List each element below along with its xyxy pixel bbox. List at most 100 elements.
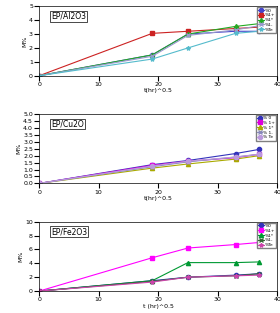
- %1+: [151, 256, 154, 259]
- %0: [234, 29, 237, 33]
- %1*: [38, 74, 41, 78]
- %1-: [258, 24, 261, 28]
- % 0: [38, 182, 41, 185]
- Legend: %0, %1+, %1*, %1-, %Te: %0, %1+, %1*, %1-, %Te: [257, 7, 276, 33]
- %1-: [186, 33, 190, 37]
- %1*: [186, 32, 190, 36]
- %1*: [258, 260, 261, 264]
- %0: [151, 53, 154, 57]
- Legend: %0, %1+, %1*, %1-, %Te: %0, %1+, %1*, %1-, %Te: [257, 223, 276, 249]
- Text: EP/Cu2O: EP/Cu2O: [51, 120, 84, 129]
- Y-axis label: M%: M%: [19, 251, 24, 262]
- Line: %1+: %1+: [37, 240, 262, 293]
- %Te: [186, 275, 190, 279]
- % Te: [151, 164, 154, 168]
- % 1*: [258, 154, 261, 157]
- % 1-: [258, 152, 261, 156]
- %0: [38, 74, 41, 78]
- % 1-: [151, 165, 154, 169]
- %0: [234, 273, 237, 277]
- %Te: [234, 274, 237, 278]
- % 1*: [234, 157, 237, 161]
- %Te: [186, 46, 190, 50]
- Line: % 1-: % 1-: [37, 152, 262, 186]
- %1*: [234, 24, 237, 28]
- Line: %1*: %1*: [37, 22, 262, 78]
- Line: % Te: % Te: [37, 152, 262, 186]
- % 1+: [234, 156, 237, 160]
- X-axis label: t (hr)^0.5: t (hr)^0.5: [143, 304, 174, 309]
- Line: %0: %0: [37, 272, 262, 293]
- %1-: [38, 74, 41, 78]
- % 0: [258, 147, 261, 151]
- % Te: [38, 182, 41, 185]
- %1*: [151, 53, 154, 57]
- Y-axis label: M%: M%: [23, 35, 27, 47]
- %1-: [186, 275, 190, 279]
- X-axis label: t(hr)^0.5: t(hr)^0.5: [144, 88, 173, 93]
- %1+: [151, 32, 154, 35]
- %1+: [258, 25, 261, 29]
- % Te: [234, 155, 237, 159]
- % 1+: [258, 152, 261, 156]
- %1-: [38, 289, 41, 293]
- %1+: [186, 29, 190, 33]
- %Te: [151, 57, 154, 61]
- %1-: [151, 54, 154, 58]
- %1*: [151, 279, 154, 283]
- % Te: [186, 159, 190, 163]
- %1-: [234, 28, 237, 32]
- %0: [258, 272, 261, 276]
- %1+: [234, 243, 237, 246]
- % 1-: [234, 155, 237, 159]
- % 0: [234, 152, 237, 156]
- Line: % 0: % 0: [37, 147, 262, 186]
- Y-axis label: M%: M%: [17, 143, 22, 154]
- Line: %Te: %Te: [37, 273, 262, 293]
- Line: %1-: %1-: [37, 272, 262, 293]
- %1-: [258, 272, 261, 276]
- %0: [258, 29, 261, 33]
- %Te: [234, 32, 237, 35]
- %0: [186, 32, 190, 36]
- % 1*: [38, 182, 41, 185]
- Line: %1+: %1+: [37, 25, 262, 78]
- %1+: [234, 27, 237, 30]
- % 1*: [151, 166, 154, 170]
- % Te: [258, 152, 261, 156]
- %Te: [38, 74, 41, 78]
- %0: [151, 279, 154, 283]
- %1*: [258, 22, 261, 25]
- Line: %Te: %Te: [37, 29, 262, 78]
- % 1+: [186, 159, 190, 163]
- Text: EP/Fe2O3: EP/Fe2O3: [51, 227, 87, 236]
- %1+: [38, 74, 41, 78]
- Text: EP/Al2O3: EP/Al2O3: [51, 12, 86, 21]
- %0: [186, 275, 190, 279]
- %1-: [151, 280, 154, 283]
- %Te: [151, 280, 154, 284]
- % 1+: [38, 182, 41, 185]
- %1+: [258, 241, 261, 244]
- % 1*: [186, 162, 190, 166]
- %0: [38, 289, 41, 293]
- %1*: [234, 261, 237, 264]
- X-axis label: t(hr)^0.5: t(hr)^0.5: [144, 196, 173, 201]
- %1+: [38, 289, 41, 293]
- % 0: [186, 159, 190, 162]
- Line: % 1+: % 1+: [37, 152, 262, 186]
- % 1-: [38, 182, 41, 185]
- Legend: % 0, % 1+, % 1*, % 1-, % Te: % 0, % 1+, % 1*, % 1-, % Te: [256, 115, 276, 141]
- %1*: [186, 261, 190, 264]
- % 1+: [151, 163, 154, 167]
- Line: % 1*: % 1*: [37, 154, 262, 186]
- %Te: [258, 29, 261, 33]
- %1+: [186, 246, 190, 250]
- %1-: [234, 274, 237, 278]
- % 0: [151, 163, 154, 167]
- % 1-: [186, 160, 190, 164]
- %Te: [38, 289, 41, 293]
- Line: %1*: %1*: [37, 260, 262, 293]
- Line: %0: %0: [37, 29, 262, 78]
- %1*: [38, 289, 41, 293]
